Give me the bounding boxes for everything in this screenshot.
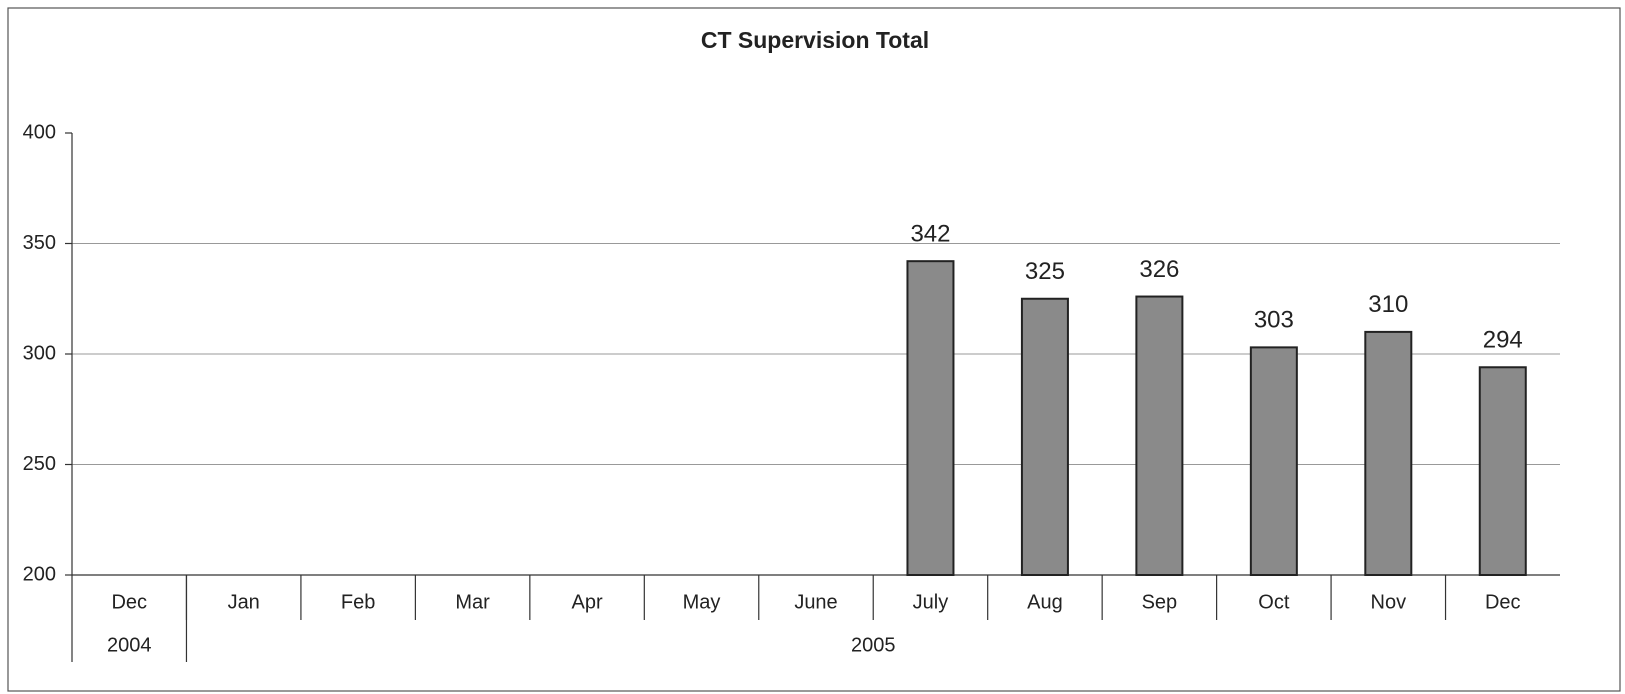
bar bbox=[906, 260, 955, 576]
bar bbox=[1020, 297, 1069, 576]
bar bbox=[1478, 366, 1527, 577]
x-tick-label: July bbox=[913, 591, 949, 613]
data-label: 342 bbox=[910, 221, 950, 248]
x-tick-label: Dec bbox=[1485, 591, 1521, 613]
chart-title: CT Supervision Total bbox=[701, 27, 929, 53]
y-tick-label: 400 bbox=[23, 121, 56, 143]
x-tick-label: Mar bbox=[455, 591, 490, 613]
chart-frame bbox=[7, 7, 1621, 692]
y-tick-label: 200 bbox=[23, 563, 56, 585]
x-tick-label: Nov bbox=[1371, 591, 1407, 613]
bar bbox=[1364, 330, 1413, 576]
data-label: 294 bbox=[1483, 327, 1523, 354]
y-tick-label: 350 bbox=[23, 232, 56, 254]
group-label: 2004 bbox=[107, 634, 152, 656]
data-label: 325 bbox=[1025, 258, 1065, 285]
x-tick-label: Sep bbox=[1142, 591, 1178, 613]
x-tick-label: Feb bbox=[341, 591, 375, 613]
x-tick-label: Aug bbox=[1027, 591, 1063, 613]
group-label: 2005 bbox=[851, 634, 896, 656]
x-tick-label: May bbox=[683, 591, 721, 613]
y-tick-label: 250 bbox=[23, 453, 56, 475]
x-tick-label: Apr bbox=[572, 591, 603, 613]
data-label: 310 bbox=[1368, 291, 1408, 318]
x-tick-label: Dec bbox=[111, 591, 147, 613]
x-tick-label: Jan bbox=[228, 591, 260, 613]
x-tick-label: Oct bbox=[1258, 591, 1290, 613]
data-label: 326 bbox=[1139, 256, 1179, 283]
data-label: 303 bbox=[1254, 307, 1294, 334]
x-tick-label: June bbox=[794, 591, 837, 613]
y-tick-label: 300 bbox=[23, 342, 56, 364]
bar bbox=[1135, 295, 1184, 576]
bar bbox=[1249, 346, 1298, 576]
